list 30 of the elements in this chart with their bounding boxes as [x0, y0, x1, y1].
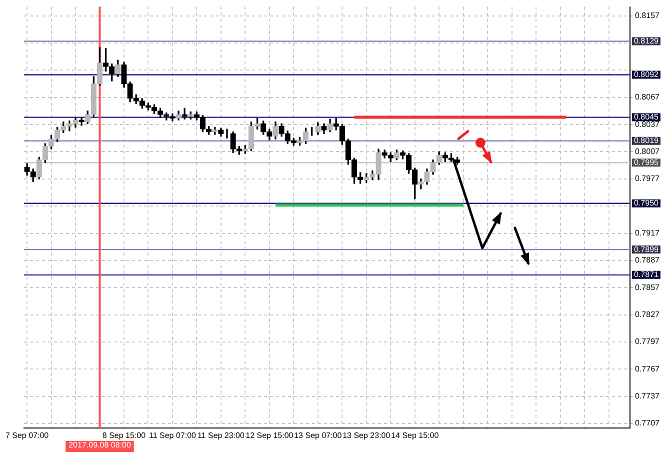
ref-line-label: 0.8045 [634, 112, 660, 122]
y-tick-label: 0.7797 [635, 337, 660, 346]
ref-line-label: 0.8092 [634, 70, 660, 79]
x-tick-label: 7 Sep 07:00 [5, 431, 50, 440]
y-tick-label: 0.8157 [635, 11, 660, 20]
ref-line-label: 0.7995 [634, 158, 660, 167]
ref-line-label: 0.8019 [634, 136, 660, 146]
y-tick-label: 0.8067 [635, 92, 660, 102]
y-tick-label: 0.7767 [635, 364, 660, 374]
x-tick-label: 14 Sep 15:00 [391, 431, 440, 440]
y-tick-label: 0.7917 [635, 228, 660, 238]
ref-line-label: 0.8129 [634, 36, 660, 46]
x-tick-label: 13 Sep 23:00 [342, 431, 391, 440]
x-tick-label: 2017.09.08 08:00 [68, 440, 132, 450]
y-tick-label: 0.8037 [635, 120, 660, 129]
y-tick-label: 0.7857 [635, 282, 660, 292]
x-tick-label: 11 Sep 07:00 [148, 431, 197, 440]
y-tick-label: 0.7707 [635, 418, 660, 428]
y-tick-label: 0.7827 [635, 310, 660, 319]
x-tick-label: 11 Sep 23:00 [197, 431, 245, 440]
x-tick-label: 8 Sep 15:00 [102, 431, 146, 440]
y-tick-label: 0.7977 [635, 174, 660, 184]
y-tick-label: 0.7737 [635, 392, 660, 400]
y-tick-label: 0.7887 [635, 256, 660, 265]
y-tick-label: 0.8007 [635, 146, 660, 156]
ref-line-label: 0.7871 [634, 270, 660, 280]
ref-line-label: 0.7950 [634, 198, 660, 208]
x-tick-label: 13 Sep 07:00 [294, 431, 342, 440]
x-tick-label: 12 Sep 15:00 [246, 431, 294, 440]
ref-line-label: 0.7899 [634, 244, 660, 254]
